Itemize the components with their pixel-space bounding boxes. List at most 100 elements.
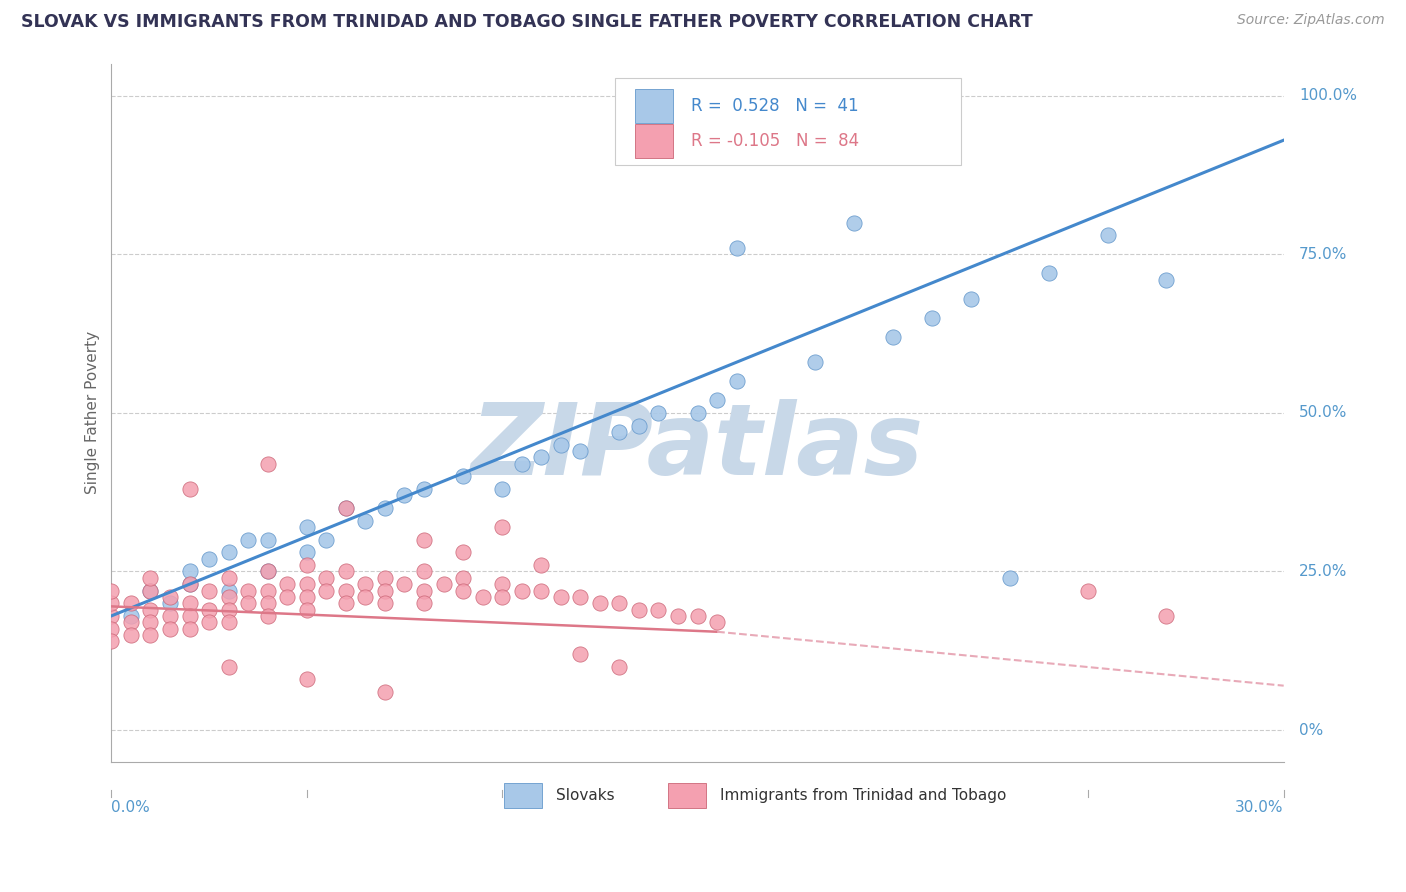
Point <box>139 615 162 630</box>
Point <box>179 577 201 591</box>
Point <box>530 558 553 573</box>
Point <box>238 596 260 610</box>
Point <box>159 608 181 623</box>
Point <box>374 685 396 699</box>
Point <box>960 292 983 306</box>
Point <box>374 596 396 610</box>
Text: 30.0%: 30.0% <box>1236 800 1284 815</box>
Point <box>139 628 162 642</box>
Point <box>295 545 318 559</box>
Point <box>179 482 201 496</box>
Point <box>335 501 357 516</box>
Point <box>471 590 494 604</box>
Point <box>706 615 728 630</box>
Point <box>686 608 709 623</box>
Text: ZIPatlas: ZIPatlas <box>471 400 924 496</box>
Point <box>569 444 592 458</box>
Point <box>295 602 318 616</box>
Point <box>432 577 454 591</box>
Point <box>256 457 278 471</box>
Point <box>354 514 377 528</box>
Point <box>354 577 377 591</box>
Point <box>295 558 318 573</box>
Point <box>1077 583 1099 598</box>
Point <box>686 406 709 420</box>
Text: 0%: 0% <box>1299 723 1323 738</box>
Point <box>295 577 318 591</box>
Point <box>394 577 416 591</box>
Point <box>218 583 240 598</box>
Point <box>647 406 669 420</box>
Point <box>256 565 278 579</box>
Point <box>998 571 1021 585</box>
Point <box>120 628 142 642</box>
Point <box>159 596 181 610</box>
Point <box>100 608 122 623</box>
Point <box>803 355 825 369</box>
FancyBboxPatch shape <box>636 89 673 123</box>
Point <box>335 583 357 598</box>
Text: Slovaks: Slovaks <box>555 788 614 803</box>
Text: SLOVAK VS IMMIGRANTS FROM TRINIDAD AND TOBAGO SINGLE FATHER POVERTY CORRELATION : SLOVAK VS IMMIGRANTS FROM TRINIDAD AND T… <box>21 13 1033 31</box>
Point <box>921 310 943 325</box>
Point <box>218 545 240 559</box>
Point <box>609 659 631 673</box>
Point <box>647 602 669 616</box>
Point <box>569 590 592 604</box>
Point <box>413 533 436 547</box>
Point <box>335 596 357 610</box>
Point <box>139 571 162 585</box>
Point <box>256 596 278 610</box>
Point <box>256 565 278 579</box>
Text: Source: ZipAtlas.com: Source: ZipAtlas.com <box>1237 13 1385 28</box>
Point <box>510 583 533 598</box>
Point <box>295 673 318 687</box>
Point <box>315 583 337 598</box>
Point <box>374 583 396 598</box>
Point <box>1156 608 1178 623</box>
Point <box>550 437 572 451</box>
Point <box>100 583 122 598</box>
Point <box>218 602 240 616</box>
Point <box>491 590 513 604</box>
FancyBboxPatch shape <box>616 78 962 165</box>
Point <box>198 615 221 630</box>
Point <box>451 583 474 598</box>
Point <box>1156 273 1178 287</box>
Point <box>159 622 181 636</box>
Point <box>666 608 689 623</box>
FancyBboxPatch shape <box>668 782 706 808</box>
Point <box>256 608 278 623</box>
Point <box>335 501 357 516</box>
Point <box>413 565 436 579</box>
Text: R = -0.105   N =  84: R = -0.105 N = 84 <box>690 132 859 150</box>
Point <box>276 577 298 591</box>
Text: 50.0%: 50.0% <box>1299 406 1347 420</box>
Point <box>882 330 904 344</box>
Point <box>315 571 337 585</box>
Point <box>218 571 240 585</box>
Point <box>530 583 553 598</box>
Point <box>179 622 201 636</box>
Text: 100.0%: 100.0% <box>1299 88 1357 103</box>
Point <box>159 590 181 604</box>
Point <box>198 583 221 598</box>
Point <box>295 520 318 534</box>
Text: Immigrants from Trinidad and Tobago: Immigrants from Trinidad and Tobago <box>720 788 1007 803</box>
Text: 25.0%: 25.0% <box>1299 564 1347 579</box>
Point <box>120 615 142 630</box>
Point <box>627 418 650 433</box>
Point <box>179 608 201 623</box>
FancyBboxPatch shape <box>505 782 541 808</box>
Text: R =  0.528   N =  41: R = 0.528 N = 41 <box>690 97 858 115</box>
Point <box>179 596 201 610</box>
Point <box>256 583 278 598</box>
Point <box>451 571 474 585</box>
Point <box>238 533 260 547</box>
Point <box>706 393 728 408</box>
Point <box>374 501 396 516</box>
Y-axis label: Single Father Poverty: Single Father Poverty <box>86 331 100 494</box>
Point <box>179 565 201 579</box>
Point <box>198 602 221 616</box>
Point <box>139 583 162 598</box>
